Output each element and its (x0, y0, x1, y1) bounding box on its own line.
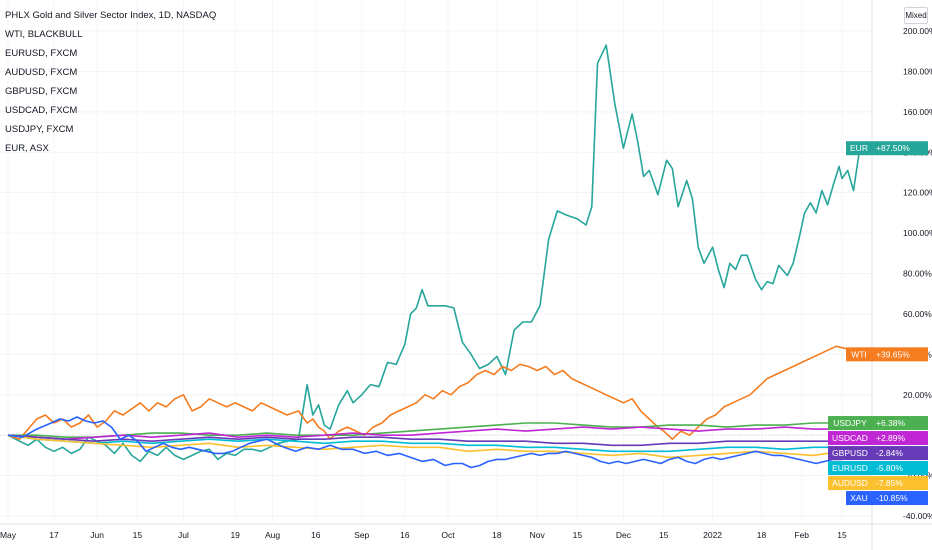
x-tick-label: 16 (311, 530, 321, 540)
badge-value-bg (872, 141, 928, 156)
x-tick-label: 16 (400, 530, 410, 540)
x-tick-label: 15 (659, 530, 669, 540)
y-tick-label: 160.00% (903, 107, 932, 117)
x-tick-label: Sep (354, 530, 369, 540)
badge-name-bg (828, 446, 872, 461)
badge-value-label: +6.38% (876, 418, 906, 428)
legend-title[interactable]: PHLX Gold and Silver Sector Index, 1D, N… (5, 10, 217, 21)
series-line-wti (7, 345, 860, 440)
badge-value-label: -2.84% (876, 448, 903, 458)
badge-name-label: GBPUSD (832, 448, 868, 458)
badge-eurusd: EURUSD -5.80% (828, 461, 928, 476)
badge-name-bg (828, 416, 872, 431)
legend-item-wti[interactable]: WTI, BLACKBULL (5, 29, 83, 40)
series-badges: EUR +87.50% WTI +39.65% USDJPY +6.38% USDCAD +2… (828, 141, 928, 506)
badge-name-bg (846, 141, 872, 156)
series-lines (7, 44, 866, 469)
y-tick-label: -20.00% (903, 471, 932, 481)
badge-usdjpy: USDJPY +6.38% (828, 416, 928, 431)
series-line-xau (7, 416, 860, 469)
badge-value-bg (872, 431, 928, 446)
x-tick-label: Aug (265, 530, 280, 540)
badge-value-label: -5.80% (876, 463, 903, 473)
badge-name-bg (828, 461, 872, 476)
x-tick-label: 19 (230, 530, 240, 540)
y-tick-label: 120.00% (903, 188, 932, 198)
legend-item-usdcad[interactable]: USDCAD, FXCM (5, 105, 78, 116)
badge-value-bg (872, 461, 928, 476)
badge-value-bg (872, 491, 928, 506)
x-tick-label: Jun (90, 530, 104, 540)
x-tick-label: 18 (757, 530, 767, 540)
badge-name-label: XAU (850, 493, 867, 503)
legend-item-eurusd[interactable]: EURUSD, FXCM (5, 48, 78, 59)
badge-value-label: -7.85% (876, 478, 903, 488)
badge-name-label: WTI (851, 349, 867, 359)
badge-name-bg (846, 347, 872, 362)
x-tick-label: 15 (837, 530, 847, 540)
legend-item-gbpusd[interactable]: GBPUSD, FXCM (5, 86, 78, 97)
legend-item-eur[interactable]: EUR, ASX (5, 143, 49, 154)
legend-item-audusd[interactable]: AUDUSD, FXCM (5, 67, 78, 78)
badge-gbpusd: GBPUSD -2.84% (828, 446, 928, 461)
x-tick-label: 15 (133, 530, 143, 540)
y-tick-label: 200.00% (903, 26, 932, 36)
x-tick-label: 2022 (703, 530, 722, 540)
badge-name-label: USDCAD (832, 433, 868, 443)
badge-name-bg (828, 476, 872, 491)
badge-xau: XAU -10.85% (846, 491, 928, 506)
badge-name-label: EUR (850, 143, 868, 153)
badge-name-bg (846, 491, 872, 506)
y-tick-label: 100.00% (903, 228, 932, 238)
badge-name-label: USDJPY (833, 418, 867, 428)
scale-mode-button[interactable]: Mixed (904, 7, 928, 24)
badge-value-bg (872, 347, 928, 362)
badge-value-label: +2.89% (876, 433, 906, 443)
series-line-usdjpy (8, 422, 865, 438)
x-tick-label: Nov (530, 530, 546, 540)
series-line-gbpusd (7, 434, 865, 447)
x-tick-label: Feb (794, 530, 809, 540)
y-tick-label: 60.00% (903, 309, 932, 319)
x-tick-label: 15 (573, 530, 583, 540)
badge-name-label: EURUSD (832, 463, 868, 473)
x-tick-label: May (0, 530, 17, 540)
badge-wti: WTI +39.65% (846, 347, 928, 362)
y-tick-label: 180.00% (903, 66, 932, 76)
badge-value-label: +87.50% (876, 143, 910, 153)
x-tick-label: 18 (492, 530, 502, 540)
y-tick-label: 20.00% (903, 390, 932, 400)
badge-value-bg (872, 416, 928, 431)
series-line-eur (7, 44, 866, 463)
legend: PHLX Gold and Silver Sector Index, 1D, N… (5, 6, 216, 158)
x-tick-label: Oct (441, 530, 455, 540)
legend-item-usdjpy[interactable]: USDJPY, FXCM (5, 124, 74, 135)
x-tick-label: Dec (616, 530, 632, 540)
badge-value-label: -10.85% (876, 493, 908, 503)
x-axis[interactable]: May 17 Jun 15 Jul 19 Aug 16 Sep 16 Oct 18 Nov 15 Dec 15… (0, 530, 847, 540)
badge-usdcad: USDCAD +2.89% (828, 431, 928, 446)
badge-value-bg (872, 446, 928, 461)
badge-value-label: +39.65% (876, 349, 910, 359)
badge-name-label: AUDUSD (832, 478, 868, 488)
series-line-eurusd (7, 434, 865, 453)
series-line-audusd (7, 434, 865, 459)
x-tick-label: 17 (49, 530, 59, 540)
badge-audusd: AUDUSD -7.85% (828, 476, 928, 491)
y-tick-label: -40.00% (903, 511, 932, 521)
series-line-usdcad (7, 426, 865, 440)
x-tick-label: Jul (178, 530, 189, 540)
badge-name-bg (828, 431, 872, 446)
badge-value-bg (872, 476, 928, 491)
y-tick-label: 80.00% (903, 269, 932, 279)
badge-eur: EUR +87.50% (846, 141, 928, 156)
